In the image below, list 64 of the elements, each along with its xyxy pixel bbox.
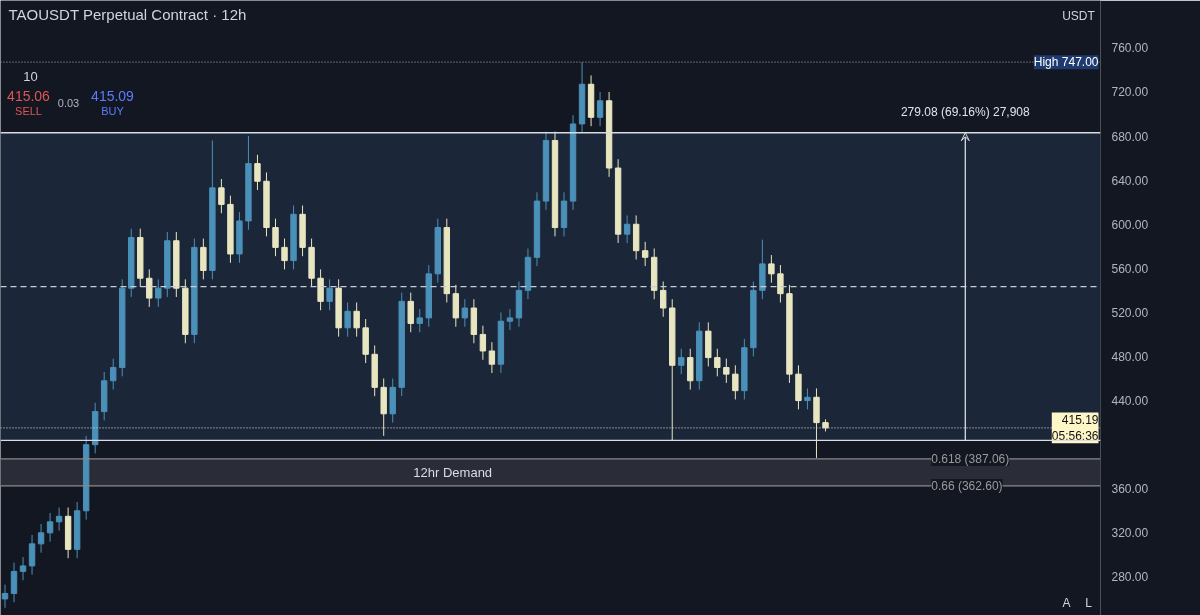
y-tick-label: 720.00	[1111, 85, 1149, 100]
chart-title: TAOUSDT Perpetual Contract · 12h	[8, 6, 247, 23]
y-tick-label: 480.00	[1111, 349, 1149, 364]
candlestick	[317, 268, 324, 311]
candlestick	[687, 348, 694, 391]
ref-line-label: High 747.00	[1033, 55, 1099, 70]
candlestick	[777, 264, 784, 303]
candlestick	[10, 562, 18, 603]
candlestick	[19, 556, 27, 581]
annotation: 10	[23, 69, 38, 84]
candlestick	[200, 238, 207, 280]
y-tick-label: 640.00	[1111, 173, 1149, 188]
candlestick	[623, 214, 631, 244]
y-tick-label: 760.00	[1111, 41, 1149, 56]
annotation: 415.09	[91, 87, 135, 104]
y-tick-label: 320.00	[1111, 526, 1149, 541]
candlestick	[28, 534, 36, 576]
candlestick	[506, 308, 514, 331]
candlestick	[714, 348, 721, 377]
ref-line-label: 415.19 05:56:36	[1051, 412, 1099, 444]
candlestick	[488, 341, 496, 374]
y-tick-label: 440.00	[1111, 394, 1149, 409]
annotation: 279.08 (69.16%) 27,908	[900, 104, 1031, 119]
candlestick	[732, 364, 739, 400]
y-tick-label: 280.00	[1111, 570, 1149, 585]
y-tick-label: 600.00	[1111, 217, 1149, 232]
ref-line-label: 0.618 (387.06)	[931, 451, 1010, 466]
annotation: L	[1085, 595, 1093, 610]
candlestick	[407, 292, 414, 333]
candlestick	[46, 512, 54, 543]
y-tick-label: 360.00	[1111, 482, 1149, 497]
candlestick	[596, 91, 604, 127]
candlestick	[416, 308, 423, 333]
annotation: BUY	[101, 104, 125, 117]
candlestick	[146, 268, 153, 308]
ref-line-label: 0.66 (362.60)	[931, 478, 1003, 493]
candlestick	[353, 301, 360, 338]
annotation: USDT	[1062, 8, 1096, 23]
annotation: 0.03	[57, 96, 80, 109]
candlestick	[641, 241, 649, 267]
candlestick	[461, 298, 469, 328]
band-label: 12hr Demand	[413, 464, 493, 480]
candlestick	[479, 325, 487, 361]
y-tick-label: 520.00	[1111, 305, 1149, 320]
annotation: 415.06	[7, 87, 51, 104]
y-tick-label: 560.00	[1111, 261, 1149, 276]
candlestick	[660, 281, 667, 318]
candlestick	[272, 218, 279, 257]
candlestick	[37, 523, 45, 554]
candlestick	[110, 358, 117, 391]
candlestick	[678, 348, 685, 375]
candlestick	[768, 254, 775, 284]
candlestick	[344, 301, 351, 338]
candlestick	[804, 387, 811, 410]
candlestick	[723, 358, 730, 384]
candlestick	[218, 178, 225, 214]
candlestick	[281, 238, 288, 270]
candlestick	[1, 584, 9, 609]
y-tick-label: 680.00	[1111, 129, 1149, 144]
candlestick	[254, 154, 261, 191]
candlestick	[155, 278, 162, 308]
candlestick	[326, 278, 333, 311]
annotation: SELL	[15, 104, 42, 117]
annotation: A	[1062, 595, 1071, 610]
